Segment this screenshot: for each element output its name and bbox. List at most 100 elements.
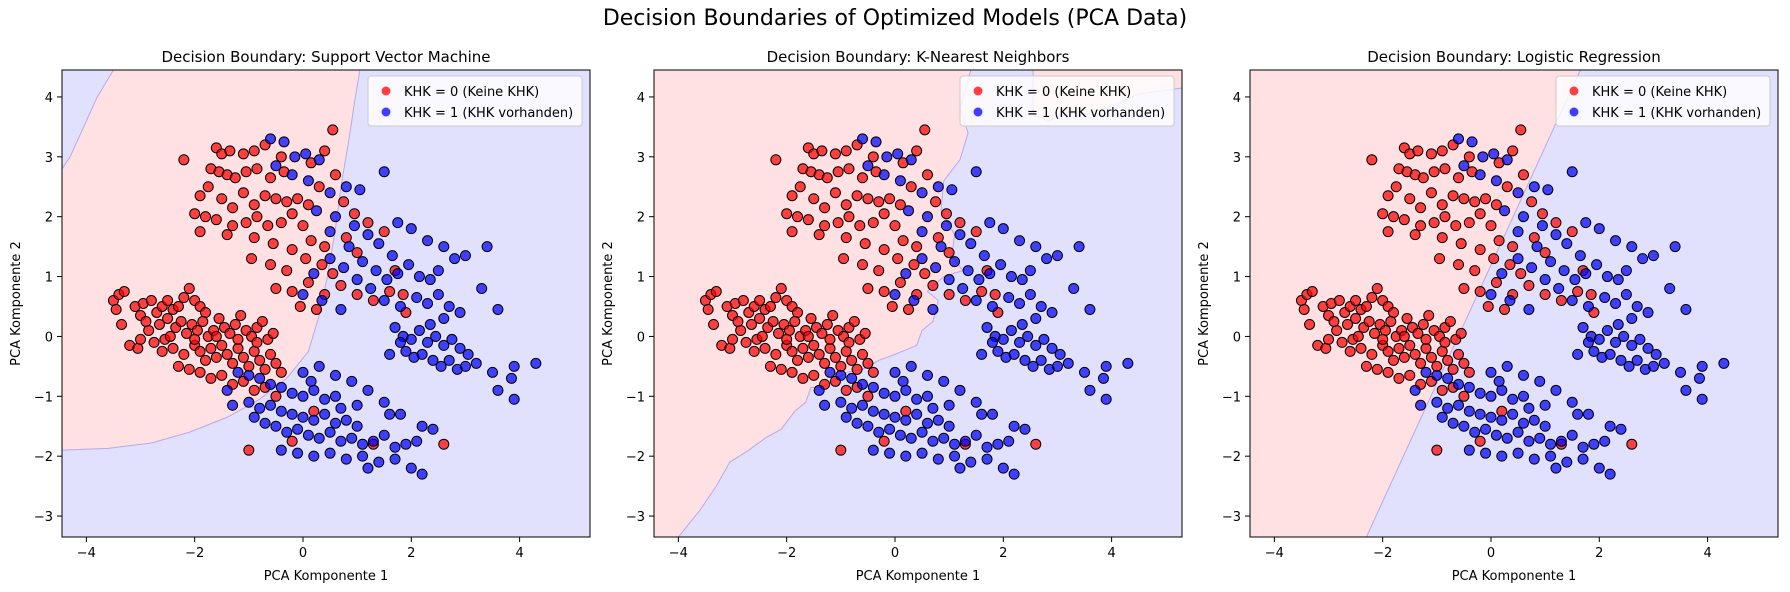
point-class1	[1539, 399, 1551, 411]
point-class0	[1360, 360, 1372, 372]
point-class1	[867, 405, 879, 417]
point-class1	[981, 321, 993, 333]
point-class0	[275, 217, 287, 229]
point-class0	[275, 366, 287, 378]
point-class1	[900, 268, 912, 280]
x-tick-label: 0	[1487, 546, 1495, 561]
point-class0	[862, 283, 874, 295]
point-class1	[297, 366, 309, 378]
point-class1	[1100, 360, 1112, 372]
point-class1	[454, 342, 466, 354]
point-class1	[965, 238, 977, 250]
point-class0	[1388, 306, 1400, 318]
point-class1	[1477, 151, 1489, 163]
point-class0	[1452, 348, 1464, 360]
point-class0	[930, 196, 942, 208]
point-class0	[943, 247, 955, 259]
point-class0	[1469, 265, 1481, 277]
point-class0	[294, 300, 306, 312]
point-class1	[1008, 348, 1020, 360]
point-class1	[884, 447, 896, 459]
point-class0	[319, 241, 331, 253]
point-class1	[1618, 330, 1630, 342]
point-class0	[851, 190, 863, 202]
point-class0	[118, 286, 130, 298]
point-class0	[162, 312, 174, 324]
point-class1	[1650, 348, 1662, 360]
region-class0	[62, 70, 360, 451]
point-class0	[789, 315, 801, 327]
point-class1	[995, 259, 1007, 271]
point-class0	[764, 300, 776, 312]
point-class0	[1428, 166, 1440, 178]
point-class1	[329, 211, 341, 223]
point-class1	[305, 375, 317, 387]
point-class1	[1545, 450, 1557, 462]
point-class0	[854, 220, 866, 232]
point-class1	[911, 393, 923, 405]
point-class1	[959, 435, 971, 447]
point-class0	[775, 363, 787, 375]
y-tick-label: 4	[45, 91, 53, 106]
point-class1	[530, 357, 542, 369]
point-class0	[862, 357, 874, 369]
point-class1	[1580, 217, 1592, 229]
point-class0	[1482, 300, 1494, 312]
y-tick-label: 1	[1233, 271, 1241, 286]
point-class0	[732, 315, 744, 327]
point-class1	[1517, 417, 1529, 429]
point-class1	[1604, 348, 1616, 360]
point-class1	[1693, 372, 1705, 384]
point-class1	[1466, 136, 1478, 148]
legend-marker	[973, 86, 983, 96]
decision-boundary	[677, 70, 972, 537]
point-class0	[724, 342, 736, 354]
point-class0	[167, 342, 179, 354]
point-class0	[1401, 312, 1413, 324]
point-class0	[227, 202, 239, 214]
point-class1	[1463, 381, 1475, 393]
point-class0	[797, 372, 809, 384]
point-class0	[148, 336, 160, 348]
point-class0	[1336, 336, 1348, 348]
point-class0	[1415, 220, 1427, 232]
point-class1	[1534, 432, 1546, 444]
point-class1	[1035, 300, 1047, 312]
point-class0	[781, 333, 793, 345]
point-class0	[867, 151, 879, 163]
point-class1	[373, 238, 385, 250]
point-class0	[1360, 300, 1372, 312]
point-class1	[921, 211, 933, 223]
point-class0	[848, 315, 860, 327]
point-class1	[1084, 303, 1096, 315]
point-class0	[889, 220, 901, 232]
point-class0	[1415, 357, 1427, 369]
legend-label: KHK = 0 (Keine KHK)	[1592, 85, 1727, 100]
point-class1	[927, 402, 939, 414]
point-class0	[178, 154, 190, 166]
point-class0	[805, 312, 817, 324]
point-class0	[248, 232, 260, 244]
point-class1	[1485, 366, 1497, 378]
point-class1	[340, 453, 352, 465]
point-class1	[1561, 238, 1573, 250]
point-class0	[384, 286, 396, 298]
legend-box	[1555, 75, 1771, 127]
point-class1	[1626, 241, 1638, 253]
point-class0	[754, 312, 766, 324]
point-class0	[338, 196, 350, 208]
point-class1	[862, 420, 874, 432]
point-class0	[819, 202, 831, 214]
point-class0	[802, 351, 814, 363]
point-class0	[243, 444, 255, 456]
point-class1	[1452, 378, 1464, 390]
point-class0	[1458, 193, 1470, 205]
point-class1	[1030, 312, 1042, 324]
point-class1	[316, 295, 328, 307]
point-class0	[792, 354, 804, 366]
point-class0	[1526, 196, 1538, 208]
x-tick-label: −4	[77, 546, 96, 561]
point-class0	[340, 232, 352, 244]
point-class0	[140, 315, 152, 327]
point-class1	[1620, 289, 1632, 301]
